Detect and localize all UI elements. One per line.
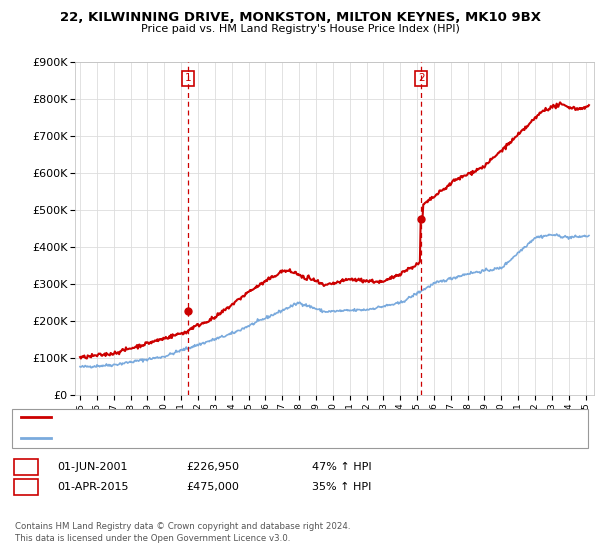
Text: 1: 1 (23, 462, 30, 472)
Text: Price paid vs. HM Land Registry's House Price Index (HPI): Price paid vs. HM Land Registry's House … (140, 24, 460, 34)
Text: £226,950: £226,950 (186, 462, 239, 472)
Text: 01-JUN-2001: 01-JUN-2001 (57, 462, 128, 472)
Text: 1: 1 (185, 73, 191, 83)
Text: £475,000: £475,000 (186, 482, 239, 492)
Text: 35% ↑ HPI: 35% ↑ HPI (312, 482, 371, 492)
Text: 2: 2 (418, 73, 425, 83)
Text: HPI: Average price, detached house, Milton Keynes: HPI: Average price, detached house, Milt… (55, 433, 304, 443)
Text: 01-APR-2015: 01-APR-2015 (57, 482, 128, 492)
Text: 2: 2 (23, 482, 30, 492)
Text: 22, KILWINNING DRIVE, MONKSTON, MILTON KEYNES, MK10 9BX: 22, KILWINNING DRIVE, MONKSTON, MILTON K… (59, 11, 541, 24)
Text: Contains HM Land Registry data © Crown copyright and database right 2024.
This d: Contains HM Land Registry data © Crown c… (15, 522, 350, 543)
Text: 22, KILWINNING DRIVE, MONKSTON, MILTON KEYNES, MK10 9BX (detached house): 22, KILWINNING DRIVE, MONKSTON, MILTON K… (55, 412, 458, 422)
Text: 47% ↑ HPI: 47% ↑ HPI (312, 462, 371, 472)
